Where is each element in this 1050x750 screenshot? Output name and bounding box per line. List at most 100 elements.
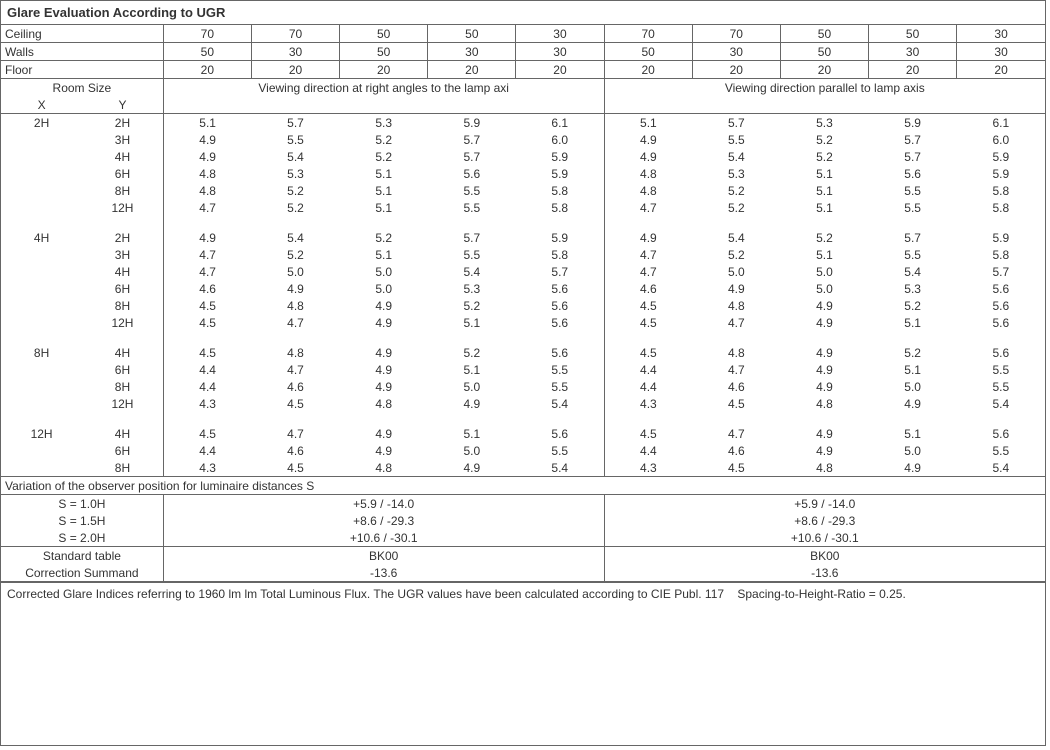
ugr-value: 4.6: [251, 378, 339, 395]
walls-val: 30: [516, 43, 604, 61]
floor-val: 20: [163, 61, 251, 79]
ugr-value: 4.9: [780, 361, 868, 378]
walls-val: 50: [340, 43, 428, 61]
ugr-value: 4.5: [692, 395, 780, 412]
floor-val: 20: [869, 61, 957, 79]
y-cell: 4H: [82, 344, 163, 361]
ugr-value: 5.2: [428, 297, 516, 314]
ugr-value: 4.9: [163, 148, 251, 165]
ugr-value: 5.5: [428, 246, 516, 263]
ugr-value: 4.4: [163, 442, 251, 459]
y-cell: 8H: [82, 459, 163, 477]
y-cell: 2H: [82, 229, 163, 246]
ugr-value: 6.0: [516, 131, 604, 148]
x-cell: 12H: [1, 425, 82, 442]
ugr-value: 5.1: [428, 361, 516, 378]
walls-val: 30: [869, 43, 957, 61]
ugr-value: 4.8: [780, 459, 868, 477]
ugr-value: 4.5: [251, 395, 339, 412]
x-cell: [1, 263, 82, 280]
ugr-value: 5.0: [428, 442, 516, 459]
ugr-value: 5.1: [869, 361, 957, 378]
ugr-value: 5.6: [957, 314, 1045, 331]
ugr-value: 4.9: [163, 131, 251, 148]
ugr-value: 5.1: [869, 425, 957, 442]
variation-right: +5.9 / -14.0: [604, 495, 1045, 513]
ugr-value: 4.9: [163, 229, 251, 246]
ugr-value: 5.1: [780, 182, 868, 199]
variation-left: +5.9 / -14.0: [163, 495, 604, 513]
ugr-value: 5.0: [780, 263, 868, 280]
ugr-value: 6.1: [957, 114, 1045, 132]
ugr-value: 5.9: [516, 148, 604, 165]
footnote: Corrected Glare Indices referring to 196…: [1, 582, 1045, 605]
variation-s: S = 1.5H: [1, 512, 163, 529]
floor-val: 20: [428, 61, 516, 79]
ugr-value: 4.7: [604, 199, 692, 216]
ugr-value: 5.5: [957, 442, 1045, 459]
ceiling-val: 50: [428, 25, 516, 43]
ugr-value: 4.5: [604, 344, 692, 361]
ceiling-val: 30: [957, 25, 1045, 43]
ugr-value: 5.4: [692, 229, 780, 246]
ugr-value: 5.7: [516, 263, 604, 280]
ugr-value: 4.9: [780, 378, 868, 395]
ugr-value: 4.5: [163, 344, 251, 361]
ugr-value: 4.9: [780, 314, 868, 331]
ugr-value: 4.8: [692, 344, 780, 361]
ceiling-val: 50: [340, 25, 428, 43]
ugr-value: 4.4: [163, 361, 251, 378]
x-cell: [1, 314, 82, 331]
ugr-table: Ceiling70705050307070505030Walls50305030…: [1, 24, 1045, 582]
ugr-value: 5.9: [428, 114, 516, 132]
ugr-value: 4.5: [692, 459, 780, 477]
ugr-value: 4.9: [428, 395, 516, 412]
y-cell: 12H: [82, 199, 163, 216]
y-cell: 6H: [82, 442, 163, 459]
ugr-value: 5.4: [251, 148, 339, 165]
ugr-value: 4.6: [692, 378, 780, 395]
ugr-value: 4.8: [604, 182, 692, 199]
ugr-value: 5.8: [957, 182, 1045, 199]
x-cell: [1, 378, 82, 395]
walls-val: 50: [604, 43, 692, 61]
roomsize-label: Room Size: [1, 79, 163, 97]
ugr-value: 5.8: [957, 246, 1045, 263]
ugr-value: 4.5: [163, 425, 251, 442]
ugr-value: 4.9: [780, 297, 868, 314]
ceiling-val: 50: [869, 25, 957, 43]
x-cell: [1, 246, 82, 263]
variation-s: S = 2.0H: [1, 529, 163, 547]
ugr-value: 4.7: [692, 314, 780, 331]
ugr-value: 4.9: [251, 280, 339, 297]
ugr-value: 5.5: [428, 199, 516, 216]
ugr-value: 4.3: [604, 395, 692, 412]
ugr-value: 4.9: [340, 361, 428, 378]
ugr-value: 5.7: [957, 263, 1045, 280]
x-cell: [1, 131, 82, 148]
floor-val: 20: [957, 61, 1045, 79]
ugr-value: 4.9: [604, 148, 692, 165]
ugr-value: 5.4: [428, 263, 516, 280]
walls-val: 30: [692, 43, 780, 61]
ugr-value: 4.7: [692, 425, 780, 442]
ugr-value: 4.3: [604, 459, 692, 477]
ugr-value: 5.7: [869, 229, 957, 246]
ugr-value: 4.6: [692, 442, 780, 459]
ugr-value: 5.0: [869, 378, 957, 395]
ugr-value: 4.7: [163, 199, 251, 216]
ugr-value: 4.8: [251, 297, 339, 314]
ugr-value: 5.9: [957, 148, 1045, 165]
ugr-value: 5.8: [516, 199, 604, 216]
ugr-value: 5.1: [780, 199, 868, 216]
ugr-value: 4.8: [163, 165, 251, 182]
ugr-value: 5.8: [516, 246, 604, 263]
standard-table-right: BK00: [604, 547, 1045, 565]
ugr-value: 5.6: [869, 165, 957, 182]
y-cell: 8H: [82, 182, 163, 199]
standard-table-left: BK00: [163, 547, 604, 565]
y-cell: 4H: [82, 263, 163, 280]
x-cell: [1, 199, 82, 216]
ugr-value: 5.2: [428, 344, 516, 361]
ugr-value: 5.9: [516, 229, 604, 246]
